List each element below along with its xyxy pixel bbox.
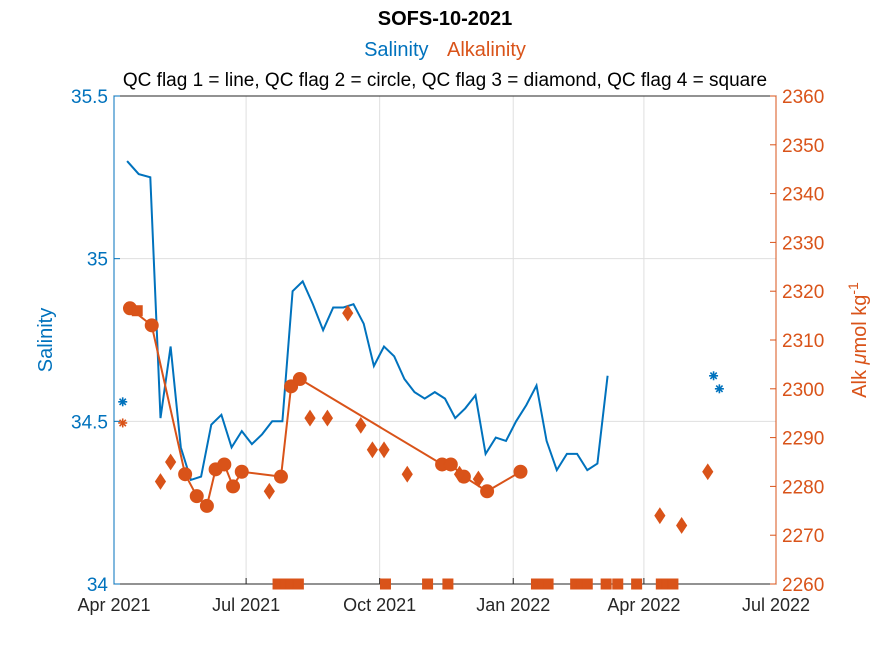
alkalinity-flag2-circle-point <box>178 467 193 482</box>
alkalinity-flag4-square-point <box>542 578 554 590</box>
y-axis-right: 2260 2270 2280 2290 2300 2310 2320 2330 2340 2350… <box>770 87 824 596</box>
y-right-tick-label: 2270 <box>782 526 824 547</box>
alkalinity-flag3-diamond-point <box>263 482 275 500</box>
salinity-flag3-star-point <box>714 384 724 394</box>
alkalinity-flag4-square-point <box>667 578 679 590</box>
salinity-flag3-star-point <box>118 397 128 407</box>
alkalinity-flag2-circle-point <box>273 469 288 484</box>
alkalinity-flag4-square-point <box>631 578 643 590</box>
salinity-series-line <box>126 160 609 482</box>
alkalinity-flag3-diamond-point <box>453 465 466 483</box>
x-tick-label: Jan 2022 <box>476 595 550 615</box>
alkalinity-flag3-diamond-point <box>304 409 316 427</box>
alkalinity-flag2-circle-point <box>144 318 159 333</box>
y-left-tick-label: 35 <box>87 250 108 271</box>
alkalinity-flag3-diamond-point <box>401 465 413 483</box>
y-right-tick-label: 2310 <box>782 331 824 352</box>
y-right-tick-label: 2300 <box>782 380 824 401</box>
x-tick-label: Jul 2022 <box>742 595 810 615</box>
alkalinity-flag4-square-point <box>292 578 304 590</box>
x-axis: Apr 2021 Jul 2021 Oct 2021 Jan 2022 Apr 2022… <box>77 578 810 615</box>
plot-area-border <box>113 95 777 585</box>
alkalinity-flag3-diamond-point <box>676 517 688 534</box>
alkalinity-flag2-circle-point <box>234 464 249 479</box>
alkalinity-flag3-diamond-point <box>472 470 484 488</box>
grid-lines <box>114 96 776 584</box>
chart-legend-line: Salinity Alkalinity <box>364 39 526 61</box>
alkalinity-flag3-diamond-point <box>321 409 334 427</box>
chart-title: SOFS-10-2021 <box>378 8 513 30</box>
alkalinity-flag2-circle-point <box>189 489 204 504</box>
alkalinity-flag4-square-point <box>612 578 624 590</box>
alkalinity-flag2-circle-point <box>480 484 495 499</box>
y-left-tick-label: 35.5 <box>71 87 108 108</box>
x-tick-label: Oct 2021 <box>343 595 416 615</box>
legend-alkalinity-label: Alkalinity <box>447 39 526 61</box>
salinity-flag3-star-point <box>709 371 719 381</box>
legend-salinity-label: Salinity <box>364 39 428 61</box>
alkalinity-flag4-square-point <box>581 578 593 590</box>
alkalinity-flag3-diamond-point <box>342 304 354 322</box>
alkalinity-flag3-diamond-point <box>355 416 367 434</box>
y-left-tick-label: 34 <box>87 575 109 596</box>
alkalinity-flag4-square-point <box>600 578 612 590</box>
alkalinity-flag4-square-point <box>422 578 434 590</box>
y-right-tick-label: 2360 <box>782 87 824 108</box>
x-tick-label: Apr 2021 <box>77 595 150 615</box>
y-right-tick-label: 2340 <box>782 185 824 206</box>
alkalinity-flag2-circle-point <box>226 479 241 494</box>
alkalinity-flag3-star-point <box>118 418 128 428</box>
y-right-label: Alk μmol kg-1 <box>845 282 871 398</box>
series-layer <box>118 160 724 590</box>
alkalinity-flag3-diamond-point <box>154 473 167 490</box>
y-axis-left: 34 34.5 35 35.5 <box>71 87 120 596</box>
alkalinity-flag4-square-point <box>131 305 143 317</box>
x-tick-label: Apr 2022 <box>607 595 680 615</box>
alkalinity-flag3-diamond-point <box>378 441 390 459</box>
y-right-tick-label: 2320 <box>782 282 824 303</box>
alkalinity-flag2-circle-point <box>199 498 214 513</box>
alkalinity-flag3-diamond-point <box>654 507 666 525</box>
alkalinity-flag4-square-point <box>442 578 454 590</box>
chart-subtitle: QC flag 1 = line, QC flag 2 = circle, QC… <box>123 70 767 91</box>
alkalinity-flag3-diamond-point <box>702 463 714 481</box>
y-right-tick-label: 2260 <box>782 575 824 596</box>
x-tick-label: Jul 2021 <box>212 595 280 615</box>
y-right-tick-label: 2290 <box>782 429 824 450</box>
y-right-tick-label: 2350 <box>782 136 824 157</box>
alkalinity-flag4-square-point <box>379 578 391 590</box>
y-left-tick-label: 34.5 <box>71 412 108 433</box>
alkalinity-flag2-circle-point <box>292 372 307 387</box>
alkalinity-flag2-circle-point <box>513 464 528 479</box>
alkalinity-flag3-diamond-point <box>366 441 379 459</box>
alkalinity-flag2-circle-point <box>443 457 458 472</box>
alkalinity-flag3-diamond-point <box>165 453 177 471</box>
y-right-tick-label: 2330 <box>782 233 824 254</box>
y-left-label: Salinity <box>35 308 57 372</box>
alkalinity-flag2-circle-point <box>217 457 232 472</box>
y-right-tick-label: 2280 <box>782 477 824 498</box>
